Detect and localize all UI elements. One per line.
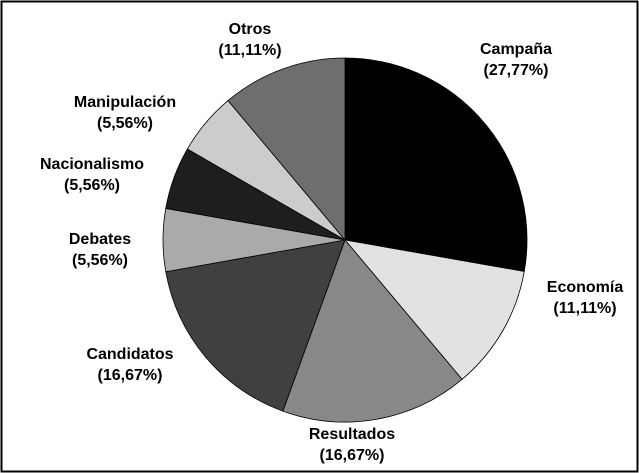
slice-label: Debates xyxy=(69,231,131,248)
slice-label: Economía xyxy=(547,279,624,296)
slice-value-label: (5,56%) xyxy=(97,115,153,132)
pie-slice xyxy=(282,239,463,423)
slice-value-label: (11,11%) xyxy=(218,42,281,59)
slice-label: Campaña xyxy=(480,41,552,58)
pie-slice xyxy=(165,239,346,412)
slice-label: Manipulación xyxy=(74,94,176,111)
pie-slice xyxy=(227,57,346,242)
pie-slice xyxy=(344,57,528,272)
slice-label: Resultados xyxy=(309,426,395,443)
pie-slice xyxy=(343,239,525,380)
slice-label: Otros xyxy=(229,21,272,38)
slice-value-label: (27,77%) xyxy=(484,62,549,79)
slice-value-label: (16,67%) xyxy=(98,367,163,384)
slice-value-label: (11,11%) xyxy=(553,300,616,317)
slice-value-label: (5,56%) xyxy=(72,252,128,269)
slice-value-label: (5,56%) xyxy=(64,177,120,194)
slice-label: Candidatos xyxy=(86,346,173,363)
slice-value-label: (16,67%) xyxy=(320,447,385,464)
slice-label: Nacionalismo xyxy=(40,156,144,173)
